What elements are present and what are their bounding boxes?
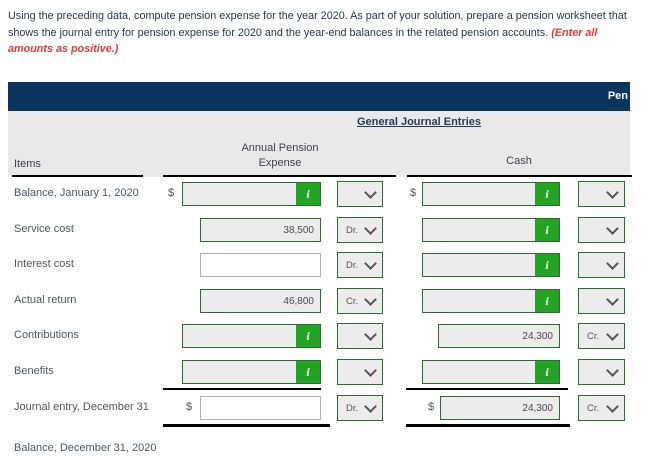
expense-amount-input[interactable] [183, 325, 296, 347]
info-icon[interactable]: i [535, 183, 559, 205]
chevron-down-icon [364, 400, 377, 413]
row-label-service-cost: Service cost [14, 223, 74, 235]
row-label-benefits: Benefits [14, 365, 54, 377]
rule-below-journal-entry-cash [406, 424, 570, 427]
cash-amount-input[interactable] [423, 254, 535, 276]
column-header-items: Items [14, 158, 41, 170]
worksheet-title-bar: Pen [8, 82, 630, 111]
chevron-down-icon [364, 328, 377, 341]
worksheet-title: Pen [607, 90, 628, 102]
chevron-down-icon [606, 293, 619, 306]
expense-amount-input[interactable] [200, 218, 321, 242]
expense-input-group: i [182, 324, 321, 348]
expense-amount-input[interactable] [183, 183, 296, 205]
chevron-down-icon [364, 364, 377, 377]
info-icon[interactable]: i [296, 361, 320, 383]
chevron-down-icon [364, 293, 377, 306]
chevron-down-icon [606, 400, 619, 413]
row-label-balance-jan1: Balance, January 1, 2020 [14, 187, 139, 199]
cash-drcr-select[interactable]: Cr. [578, 323, 625, 349]
dollar-sign: $ [168, 187, 175, 199]
instruction-main: Using the preceding data, compute pensio… [8, 10, 627, 39]
chevron-down-icon [606, 364, 619, 377]
chevron-down-icon [606, 186, 619, 199]
chevron-down-icon [364, 257, 377, 270]
cash-input-group: i [422, 253, 560, 277]
table-row: Journal entry, December 31 $ Dr. $ Cr. [0, 395, 650, 424]
row-label-balance-dec31: Balance, December 31, 2020 [14, 442, 157, 454]
table-row: Balance, December 31, 2020 [0, 437, 650, 465]
chevron-down-icon [364, 186, 377, 199]
info-icon[interactable]: i [296, 183, 320, 205]
info-icon[interactable]: i [296, 325, 320, 347]
table-row: Benefits i i [0, 359, 650, 388]
dollar-sign: $ [186, 401, 193, 413]
expense-drcr-select[interactable] [337, 181, 383, 207]
cash-drcr-select[interactable] [578, 181, 625, 207]
expense-amount-input[interactable] [183, 361, 296, 383]
expense-drcr-select[interactable]: Dr. [337, 252, 383, 278]
cash-amount-input[interactable] [438, 324, 560, 348]
cash-drcr-select[interactable] [578, 359, 625, 385]
cash-amount-input[interactable] [440, 396, 560, 420]
cash-drcr-select[interactable] [578, 252, 625, 278]
cash-input-group: i [422, 360, 560, 384]
rule-above-journal-entry-cash [406, 388, 568, 390]
cash-amount-input[interactable] [423, 361, 535, 383]
expense-amount-input[interactable] [200, 289, 321, 313]
table-row: Actual return Cr. i [0, 288, 650, 317]
cash-drcr-select[interactable] [578, 217, 625, 243]
cash-input-group: i [422, 218, 560, 242]
cash-amount-input[interactable] [423, 290, 535, 312]
chevron-down-icon [364, 222, 377, 235]
row-label-actual-return: Actual return [14, 294, 77, 306]
column-header-cash: Cash [506, 155, 532, 167]
rule-above-journal-entry-expense [163, 388, 321, 390]
chevron-down-icon [606, 328, 619, 341]
table-row: Interest cost Dr. i [0, 252, 650, 281]
table-row: Service cost Dr. i [0, 217, 650, 246]
expense-drcr-select[interactable] [337, 323, 383, 349]
table-header-band [8, 111, 630, 177]
expense-amount-input[interactable] [200, 396, 321, 420]
row-label-interest-cost: Interest cost [14, 258, 74, 270]
instruction-text: Using the preceding data, compute pensio… [8, 8, 628, 58]
chevron-down-icon [606, 222, 619, 235]
table-row: Balance, January 1, 2020 $ i $ i [0, 181, 650, 210]
row-label-journal-entry: Journal entry, December 31 [14, 401, 149, 413]
expense-drcr-select[interactable]: Cr. [337, 288, 383, 314]
row-label-contributions: Contributions [14, 329, 79, 341]
info-icon[interactable]: i [535, 254, 559, 276]
instruction-emphasis: (Enter all amounts as positive.) [8, 26, 598, 56]
general-journal-entries-link[interactable]: General Journal Entries [356, 116, 482, 128]
cash-input-group: i [422, 182, 560, 206]
dollar-sign: $ [410, 187, 417, 199]
dollar-sign: $ [428, 401, 435, 413]
expense-input-group: i [182, 360, 321, 384]
expense-input-group: i [182, 182, 321, 206]
info-icon[interactable]: i [535, 290, 559, 312]
rule-under-expense [163, 175, 396, 177]
cash-drcr-select[interactable]: Cr. [578, 395, 625, 421]
table-row: Contributions i Cr. [0, 323, 650, 352]
expense-drcr-select[interactable]: Dr. [337, 217, 383, 243]
expense-drcr-select[interactable]: Dr. [337, 395, 383, 421]
info-icon[interactable]: i [535, 219, 559, 241]
cash-amount-input[interactable] [423, 183, 535, 205]
rule-below-journal-entry-expense [163, 424, 330, 427]
info-icon[interactable]: i [535, 361, 559, 383]
cash-amount-input[interactable] [423, 219, 535, 241]
column-header-annual-pension-expense: Annual Pension Expense [241, 142, 319, 169]
cash-input-group: i [422, 289, 560, 313]
expense-drcr-select[interactable] [337, 359, 383, 385]
expense-amount-input[interactable] [200, 253, 321, 277]
rule-under-cash [407, 175, 632, 177]
chevron-down-icon [606, 257, 619, 270]
rule-under-items [12, 175, 143, 177]
cash-drcr-select[interactable] [578, 288, 625, 314]
